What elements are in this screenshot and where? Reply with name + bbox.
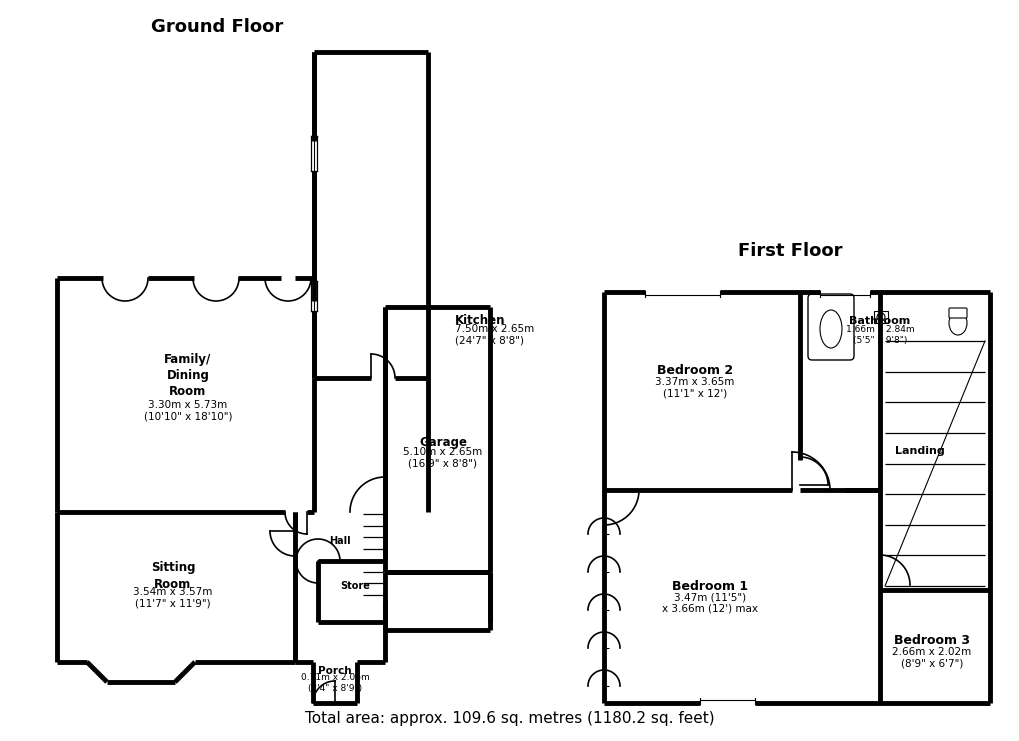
Text: 0.71m x 2.06m
(2'4" x 8'9"): 0.71m x 2.06m (2'4" x 8'9"): [301, 674, 369, 693]
Text: 7.50m x 2.65m
(24'7" x 8'8"): 7.50m x 2.65m (24'7" x 8'8"): [454, 325, 534, 346]
Text: Kitchen: Kitchen: [454, 314, 505, 328]
Text: 2.66m x 2.02m
(8'9" x 6'7"): 2.66m x 2.02m (8'9" x 6'7"): [892, 647, 971, 669]
Text: 3.47m (11'5")
x 3.66m (12') max: 3.47m (11'5") x 3.66m (12') max: [661, 592, 757, 614]
Text: Sitting
Room: Sitting Room: [151, 562, 195, 591]
Text: 3.54m x 3.57m
(11'7" x 11'9"): 3.54m x 3.57m (11'7" x 11'9"): [133, 587, 213, 609]
Text: Bedroom 1: Bedroom 1: [672, 579, 747, 593]
Text: Garage: Garage: [419, 436, 467, 450]
Text: Family/
Dining
Room: Family/ Dining Room: [164, 353, 211, 399]
Text: Porch: Porch: [318, 666, 352, 676]
Bar: [873, 311, 888, 323]
Ellipse shape: [948, 311, 966, 335]
Text: First Floor: First Floor: [737, 242, 842, 260]
Text: Bathroom: Bathroom: [849, 316, 910, 326]
Text: Landing: Landing: [895, 446, 944, 456]
Text: Hall: Hall: [329, 536, 351, 546]
Text: Store: Store: [339, 581, 370, 591]
FancyBboxPatch shape: [948, 308, 966, 318]
Text: 3.37m x 3.65m
(11'1" x 12'): 3.37m x 3.65m (11'1" x 12'): [654, 377, 734, 399]
Text: Bedroom 2: Bedroom 2: [656, 365, 733, 377]
FancyBboxPatch shape: [807, 294, 853, 360]
Text: 3.30m x 5.73m
(10'10" x 18'10"): 3.30m x 5.73m (10'10" x 18'10"): [144, 400, 232, 422]
Text: 1.66m x 2.84m
(5'5" x 9'8"): 1.66m x 2.84m (5'5" x 9'8"): [845, 325, 913, 345]
Text: 5.10m x 2.65m
(16'9" x 8'8"): 5.10m x 2.65m (16'9" x 8'8"): [403, 448, 482, 469]
Ellipse shape: [819, 310, 841, 348]
Ellipse shape: [876, 313, 884, 321]
Text: Ground Floor: Ground Floor: [151, 18, 283, 36]
Text: Bedroom 3: Bedroom 3: [893, 634, 969, 648]
Text: Total area: approx. 109.6 sq. metres (1180.2 sq. feet): Total area: approx. 109.6 sq. metres (11…: [305, 711, 714, 726]
